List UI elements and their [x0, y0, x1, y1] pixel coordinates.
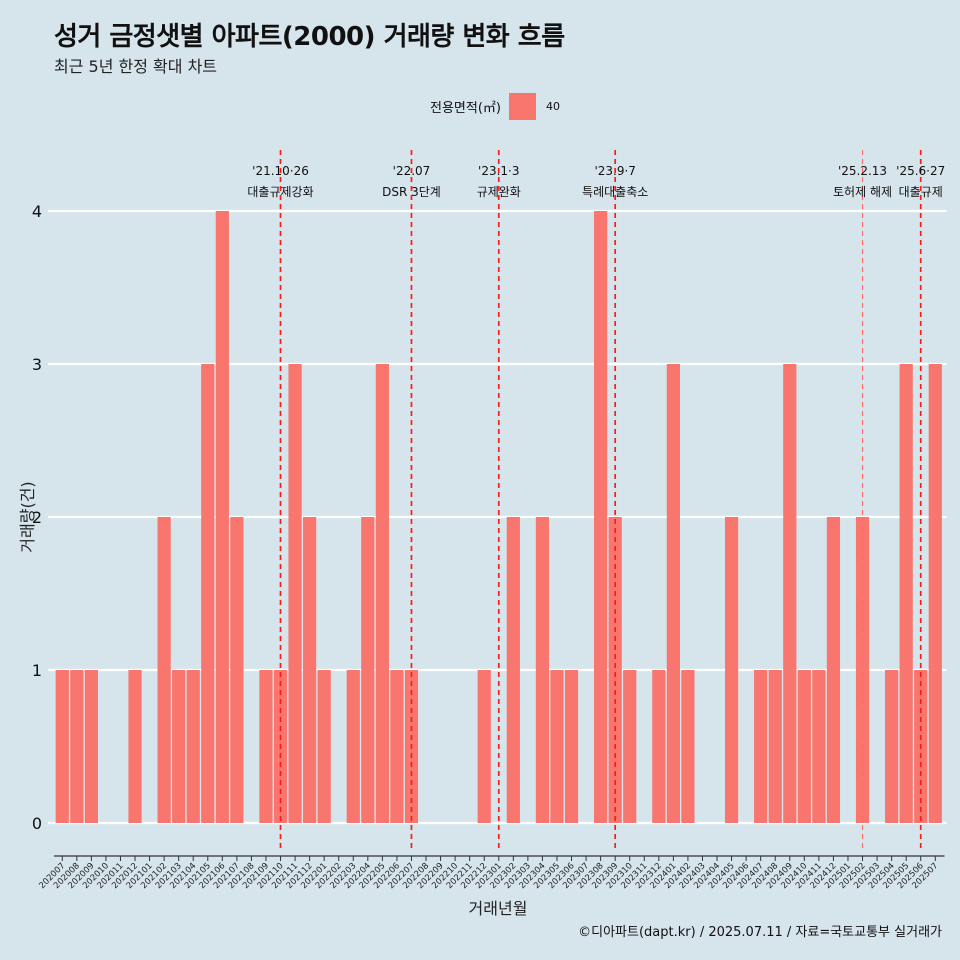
- bar-202203: [346, 670, 360, 823]
- bar-202402: [681, 670, 695, 823]
- bar-202408: [768, 670, 782, 823]
- bar-202105: [201, 364, 215, 823]
- bar-202103: [172, 670, 186, 823]
- y-tick-label: 4: [32, 202, 42, 221]
- y-axis: 0 1 2 3 4: [32, 202, 42, 833]
- event-date: '23.9·7: [594, 164, 635, 178]
- bar-202310: [623, 670, 637, 823]
- event-date: '25.2.13: [838, 164, 887, 178]
- bar-202107: [230, 517, 244, 823]
- bar-202504: [885, 670, 899, 823]
- event-label: DSR 3단계: [382, 185, 441, 199]
- bar-202205: [375, 364, 389, 823]
- bar-202204: [361, 517, 375, 823]
- bar-202410: [797, 670, 811, 823]
- bar-202401: [666, 364, 680, 823]
- y-tick-label: 1: [32, 661, 42, 680]
- bar-202502: [855, 517, 870, 823]
- event-date: '23.1·3: [478, 164, 519, 178]
- bars: [55, 211, 942, 823]
- bar-202302: [506, 517, 520, 823]
- event-markers: '21.10·26 대출규제강화 '22.07 DSR 3단계 '23.1·3 규제완화 '…: [247, 150, 945, 848]
- bar-202409: [783, 364, 797, 823]
- bar-202309: [608, 517, 622, 823]
- event-label: 규제완화: [477, 185, 521, 199]
- x-axis: 2020072020082020092020102020112020122021…: [37, 855, 945, 891]
- bar-202312: [652, 670, 666, 823]
- bar-202007: [55, 670, 69, 823]
- bar-202104: [186, 670, 200, 823]
- bar-202012: [128, 670, 142, 823]
- source-caption: ©디아파트(dapt.kr) / 2025.07.11 / 자료=국토교통부 실…: [578, 925, 942, 940]
- legend-swatch: [508, 93, 536, 120]
- bar-202412: [826, 517, 841, 823]
- bar-202111: [288, 364, 302, 823]
- bar-202206: [390, 670, 404, 823]
- bar-202112: [303, 517, 317, 823]
- event-label: 대출규제강화: [247, 185, 313, 199]
- bar-202102: [157, 517, 171, 823]
- bar-202306: [564, 670, 579, 823]
- bar-202009: [84, 670, 98, 823]
- bar-202305: [550, 670, 564, 823]
- bar-202507: [928, 364, 942, 823]
- legend-item-label: 40: [545, 100, 560, 113]
- bar-202505: [899, 364, 913, 823]
- event-label: 대출규제: [899, 185, 943, 199]
- bar-202308: [594, 211, 608, 823]
- y-tick-label: 2: [32, 508, 42, 527]
- legend-title: 전용면적(㎡): [430, 101, 501, 116]
- event-date: '25.6·27: [896, 164, 945, 178]
- event-date: '22.07: [393, 164, 431, 178]
- bar-202407: [754, 670, 768, 823]
- y-tick-label: 3: [32, 355, 42, 374]
- chart-title: 성거 금정샛별 아파트(2000) 거래량 변화 흐름: [54, 22, 565, 52]
- bar-202304: [535, 517, 550, 823]
- y-axis-title: 거래량(건): [18, 481, 37, 552]
- bar-202411: [812, 670, 826, 823]
- bar-202405: [724, 517, 739, 823]
- chart-subtitle: 최근 5년 한정 확대 차트: [54, 57, 218, 76]
- event-label: 특례대출축소: [582, 185, 648, 199]
- bar-202008: [70, 670, 84, 823]
- legend: 전용면적(㎡) 40: [430, 93, 560, 120]
- x-axis-title: 거래년월: [469, 899, 528, 918]
- bar-202106: [215, 211, 229, 823]
- event-label: 토허제 해제: [833, 185, 892, 199]
- bar-202109: [259, 670, 273, 823]
- event-date: '21.10·26: [252, 164, 309, 178]
- y-tick-label: 0: [32, 814, 42, 833]
- bar-202201: [317, 670, 331, 823]
- bar-202212: [477, 670, 491, 823]
